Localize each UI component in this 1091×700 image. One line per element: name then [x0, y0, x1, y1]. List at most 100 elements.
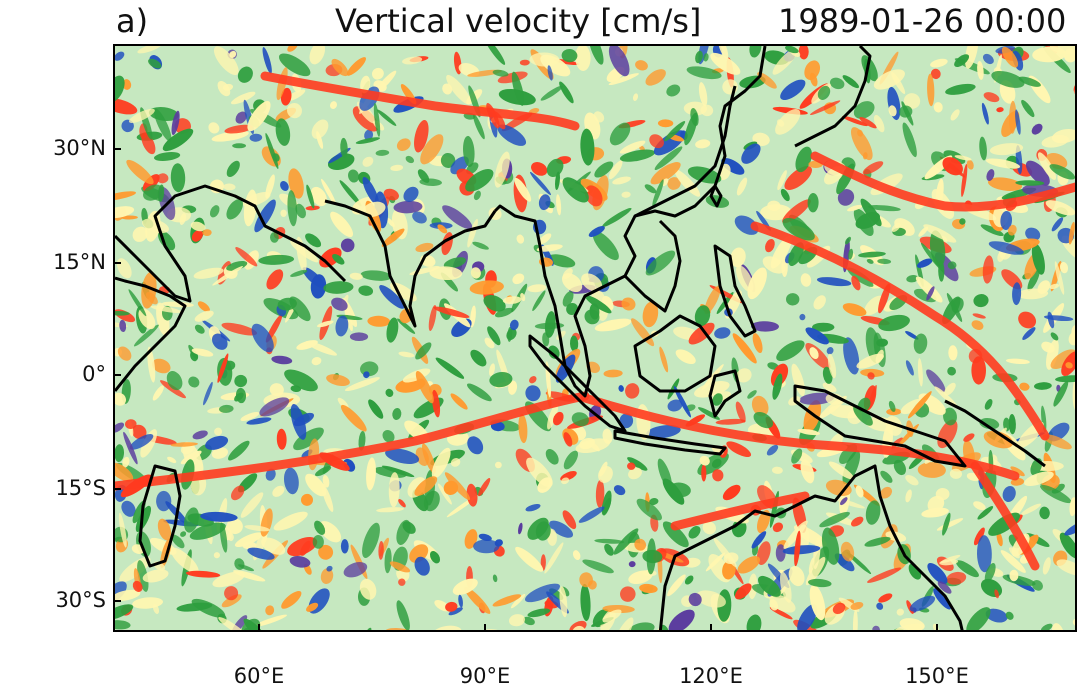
- field-cell: [258, 254, 295, 265]
- field-cell: [191, 348, 214, 357]
- coastline-india: [324, 199, 497, 328]
- lon-tick-label: 90°E: [459, 664, 511, 688]
- field-cell: [381, 228, 405, 247]
- field-cell: [715, 418, 746, 425]
- field-cell: [283, 467, 299, 495]
- lat-tick-label: 0°: [82, 362, 106, 386]
- field-cell: [213, 46, 239, 76]
- field-cell: [135, 505, 151, 533]
- field-cell: [673, 385, 691, 418]
- field-cell: [934, 386, 958, 408]
- field-cell: [961, 164, 968, 197]
- field-cell: [561, 48, 578, 63]
- field-cell: [913, 333, 928, 354]
- field-cell: [544, 542, 564, 574]
- field-cell: [782, 218, 815, 241]
- field-cell: [915, 276, 943, 303]
- coastline-philippines: [713, 244, 757, 338]
- field-cell: [1051, 623, 1065, 630]
- field-cell: [753, 411, 774, 429]
- field-cell: [779, 571, 792, 603]
- field-cell: [981, 102, 989, 125]
- field-cell: [326, 374, 350, 387]
- field-cell: [318, 544, 334, 560]
- field-cell: [645, 250, 676, 276]
- field-cell: [532, 290, 546, 312]
- field-cell: [876, 602, 884, 610]
- field-cell: [472, 241, 489, 250]
- field-cell: [330, 211, 354, 238]
- field-cell: [214, 427, 223, 436]
- field-cell: [217, 353, 229, 383]
- field-cell: [843, 337, 860, 375]
- field-cell: [1027, 269, 1040, 291]
- field-cell: [926, 369, 946, 393]
- field-cell: [280, 87, 292, 106]
- field-cell: [965, 46, 979, 69]
- field-cell: [791, 448, 803, 464]
- field-cell: [704, 285, 721, 315]
- lat-tick-label: 30°S: [55, 588, 106, 612]
- field-cell: [584, 309, 600, 325]
- field-cell: [775, 544, 786, 562]
- field-cell: [280, 180, 289, 192]
- lon-tick-label: 150°E: [905, 664, 969, 688]
- field-cell: [385, 448, 420, 464]
- field-cell: [943, 407, 957, 426]
- field-cell: [247, 547, 275, 560]
- field-cell: [642, 301, 659, 328]
- field-cell: [221, 594, 242, 608]
- field-cell: [489, 371, 513, 388]
- field-cell: [467, 218, 478, 248]
- field-cell: [555, 171, 560, 191]
- field-cell: [563, 432, 573, 447]
- field-cell: [907, 391, 932, 419]
- field-cell: [809, 584, 826, 621]
- field-cell: [412, 211, 427, 224]
- field-cell: [223, 183, 236, 191]
- field-cell: [211, 130, 249, 142]
- field-cell: [954, 54, 970, 67]
- field-cell: [160, 380, 186, 399]
- field-cell: [1072, 618, 1075, 626]
- lon-tick-label: 60°E: [233, 664, 285, 688]
- field-cell: [594, 538, 625, 544]
- field-cell: [916, 258, 933, 268]
- field-cell: [194, 324, 205, 334]
- field-cell: [788, 566, 805, 587]
- field-cell: [489, 363, 495, 377]
- field-cell: [945, 83, 976, 95]
- field-cell: [349, 332, 369, 342]
- field-cell: [547, 254, 576, 268]
- field-cell: [1056, 559, 1075, 576]
- field-cell: [1025, 227, 1041, 241]
- field-cell: [287, 102, 302, 119]
- field-cell: [771, 466, 783, 474]
- field-cell: [212, 571, 245, 588]
- field-cell: [243, 618, 266, 630]
- field-cell: [185, 570, 221, 578]
- field-cell: [1072, 377, 1075, 411]
- coastline-java: [613, 429, 727, 456]
- field-cell: [674, 169, 701, 197]
- field-cell: [271, 355, 293, 365]
- field-cell: [804, 60, 821, 80]
- field-cell: [983, 92, 1000, 103]
- field-cell: [650, 162, 681, 185]
- field-cell: [971, 320, 984, 330]
- field-cell: [470, 267, 481, 279]
- field-cell: [235, 387, 247, 404]
- field-cell: [1055, 375, 1075, 383]
- coastline-africa-horn: [115, 276, 187, 392]
- field-cell: [800, 273, 812, 287]
- field-cell: [700, 104, 714, 117]
- field-cell: [864, 295, 885, 316]
- field-cell: [450, 458, 461, 467]
- field-cell: [954, 155, 972, 161]
- field-cell: [859, 117, 877, 129]
- field-cell: [125, 419, 137, 430]
- field-cell: [275, 118, 291, 146]
- field-cell: [376, 507, 404, 513]
- field-cell: [860, 198, 882, 227]
- field-cell: [828, 461, 855, 480]
